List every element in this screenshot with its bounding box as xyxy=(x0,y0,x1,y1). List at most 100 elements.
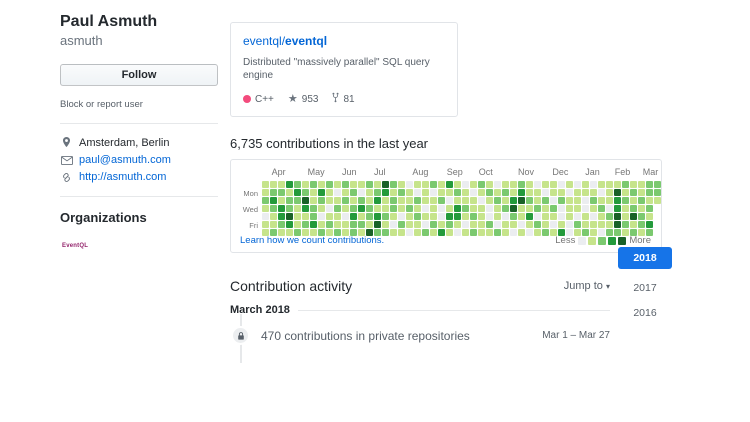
contribution-cell[interactable] xyxy=(598,197,605,204)
contribution-cell[interactable] xyxy=(414,221,421,228)
contribution-cell[interactable] xyxy=(510,189,517,196)
contribution-cell[interactable] xyxy=(590,197,597,204)
contribution-cell[interactable] xyxy=(542,221,549,228)
contribution-cell[interactable] xyxy=(598,221,605,228)
contribution-cell[interactable] xyxy=(310,197,317,204)
contribution-cell[interactable] xyxy=(558,189,565,196)
contribution-cell[interactable] xyxy=(486,181,493,188)
contribution-cell[interactable] xyxy=(358,181,365,188)
contribution-cell[interactable] xyxy=(350,205,357,212)
contribution-cell[interactable] xyxy=(470,205,477,212)
contribution-cell[interactable] xyxy=(302,213,309,220)
contribution-cell[interactable] xyxy=(358,213,365,220)
contribution-cell[interactable] xyxy=(318,205,325,212)
contribution-cell[interactable] xyxy=(438,205,445,212)
contribution-cell[interactable] xyxy=(630,213,637,220)
contribution-cell[interactable] xyxy=(382,181,389,188)
count-contributions-link[interactable]: Learn how we count contributions. xyxy=(240,235,385,246)
contribution-cell[interactable] xyxy=(422,197,429,204)
contribution-cell[interactable] xyxy=(398,221,405,228)
contribution-cell[interactable] xyxy=(582,189,589,196)
contribution-cell[interactable] xyxy=(574,213,581,220)
contribution-cell[interactable] xyxy=(302,221,309,228)
contribution-cell[interactable] xyxy=(654,189,661,196)
contribution-cell[interactable] xyxy=(534,189,541,196)
contribution-cell[interactable] xyxy=(502,221,509,228)
contribution-cell[interactable] xyxy=(574,181,581,188)
contribution-cell[interactable] xyxy=(262,229,269,236)
contribution-cell[interactable] xyxy=(486,197,493,204)
contribution-cell[interactable] xyxy=(422,221,429,228)
contribution-cell[interactable] xyxy=(454,213,461,220)
contribution-cell[interactable] xyxy=(318,213,325,220)
contribution-cell[interactable] xyxy=(654,197,661,204)
contribution-cell[interactable] xyxy=(406,205,413,212)
contribution-cell[interactable] xyxy=(462,205,469,212)
contribution-cell[interactable] xyxy=(606,229,613,236)
contribution-cell[interactable] xyxy=(582,213,589,220)
contribution-cell[interactable] xyxy=(382,189,389,196)
contribution-cell[interactable] xyxy=(566,189,573,196)
contribution-cell[interactable] xyxy=(286,229,293,236)
contribution-cell[interactable] xyxy=(534,229,541,236)
contribution-cell[interactable] xyxy=(574,229,581,236)
repo-name-link[interactable]: eventql xyxy=(285,34,328,48)
contribution-cell[interactable] xyxy=(286,181,293,188)
contribution-cell[interactable] xyxy=(406,213,413,220)
contribution-cell[interactable] xyxy=(518,197,525,204)
contribution-cell[interactable] xyxy=(606,213,613,220)
contribution-cell[interactable] xyxy=(582,205,589,212)
contribution-cell[interactable] xyxy=(550,221,557,228)
contribution-cell[interactable] xyxy=(294,197,301,204)
contribution-cell[interactable] xyxy=(478,229,485,236)
contribution-cell[interactable] xyxy=(486,205,493,212)
contribution-cell[interactable] xyxy=(342,229,349,236)
contribution-cell[interactable] xyxy=(638,205,645,212)
contribution-cell[interactable] xyxy=(542,197,549,204)
contribution-cell[interactable] xyxy=(390,205,397,212)
contribution-cell[interactable] xyxy=(398,205,405,212)
contribution-cell[interactable] xyxy=(446,229,453,236)
contribution-cell[interactable] xyxy=(422,213,429,220)
contribution-cell[interactable] xyxy=(390,181,397,188)
contribution-cell[interactable] xyxy=(614,189,621,196)
contribution-cell[interactable] xyxy=(518,205,525,212)
contribution-cell[interactable] xyxy=(534,181,541,188)
contribution-cell[interactable] xyxy=(502,197,509,204)
contribution-cell[interactable] xyxy=(430,205,437,212)
contribution-cell[interactable] xyxy=(270,189,277,196)
contribution-cell[interactable] xyxy=(318,229,325,236)
contribution-cell[interactable] xyxy=(454,205,461,212)
contribution-cell[interactable] xyxy=(294,205,301,212)
contribution-cell[interactable] xyxy=(454,221,461,228)
contribution-cell[interactable] xyxy=(542,229,549,236)
contribution-cell[interactable] xyxy=(494,205,501,212)
contribution-cell[interactable] xyxy=(510,205,517,212)
contribution-cell[interactable] xyxy=(278,197,285,204)
organization-avatar-eventql[interactable]: EventQL xyxy=(62,243,89,250)
repo-stars[interactable]: ★ 953 xyxy=(288,93,319,105)
contribution-cell[interactable] xyxy=(326,205,333,212)
contribution-cell[interactable] xyxy=(638,181,645,188)
contribution-cell[interactable] xyxy=(390,213,397,220)
year-button-2017[interactable]: 2017 xyxy=(633,282,657,294)
contribution-cell[interactable] xyxy=(422,205,429,212)
contribution-cell[interactable] xyxy=(502,229,509,236)
contribution-cell[interactable] xyxy=(574,189,581,196)
contribution-cell[interactable] xyxy=(310,205,317,212)
contribution-cell[interactable] xyxy=(622,221,629,228)
contribution-cell[interactable] xyxy=(630,197,637,204)
contribution-cell[interactable] xyxy=(470,181,477,188)
contribution-cell[interactable] xyxy=(646,205,653,212)
contribution-cell[interactable] xyxy=(294,229,301,236)
contribution-cell[interactable] xyxy=(638,213,645,220)
contribution-cell[interactable] xyxy=(454,189,461,196)
contribution-cell[interactable] xyxy=(598,205,605,212)
contribution-cell[interactable] xyxy=(278,213,285,220)
contribution-cell[interactable] xyxy=(638,221,645,228)
contribution-cell[interactable] xyxy=(366,189,373,196)
contribution-cell[interactable] xyxy=(502,189,509,196)
contribution-cell[interactable] xyxy=(374,221,381,228)
contribution-cell[interactable] xyxy=(438,189,445,196)
contribution-cell[interactable] xyxy=(478,213,485,220)
